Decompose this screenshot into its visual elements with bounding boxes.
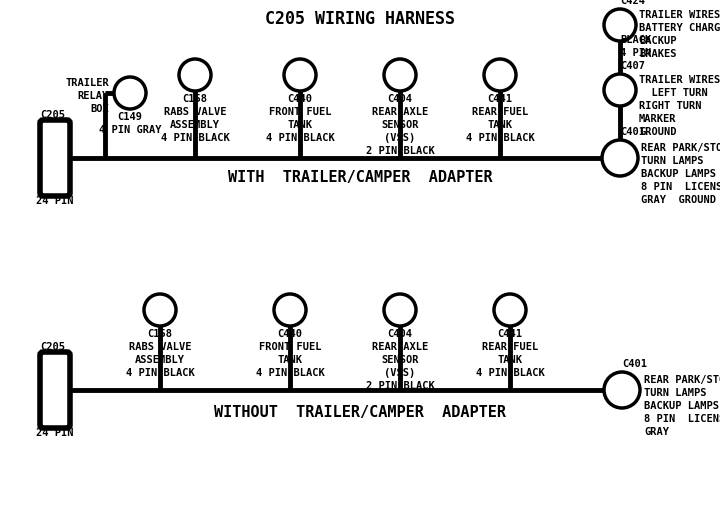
Text: C424: C424 <box>620 0 645 6</box>
Text: C440: C440 <box>277 329 302 339</box>
Text: C404: C404 <box>387 94 413 104</box>
Circle shape <box>179 59 211 91</box>
Circle shape <box>114 77 146 109</box>
Text: REAR AXLE: REAR AXLE <box>372 107 428 117</box>
Text: 8 PIN  LICENSE LAMPS: 8 PIN LICENSE LAMPS <box>644 414 720 424</box>
Text: C440: C440 <box>287 94 312 104</box>
Text: BACKUP LAMPS: BACKUP LAMPS <box>641 169 716 179</box>
Text: C158: C158 <box>148 329 173 339</box>
Text: BACKUP: BACKUP <box>639 36 677 46</box>
Text: C441: C441 <box>487 94 513 104</box>
Text: RABS VALVE: RABS VALVE <box>129 342 192 352</box>
Text: ASSEMBLY: ASSEMBLY <box>170 120 220 130</box>
Text: (VSS): (VSS) <box>384 368 415 378</box>
Text: C205 WIRING HARNESS: C205 WIRING HARNESS <box>265 10 455 28</box>
Text: 4 PIN BLACK: 4 PIN BLACK <box>125 368 194 378</box>
Circle shape <box>144 294 176 326</box>
Circle shape <box>604 9 636 41</box>
Text: TURN LAMPS: TURN LAMPS <box>644 388 706 398</box>
Text: TANK: TANK <box>277 355 302 365</box>
Text: TRAILER: TRAILER <box>66 78 109 88</box>
Text: C149: C149 <box>117 112 143 122</box>
Text: FRONT FUEL: FRONT FUEL <box>258 342 321 352</box>
Text: BLACK: BLACK <box>620 35 652 45</box>
Text: C404: C404 <box>387 329 413 339</box>
Text: BACKUP LAMPS: BACKUP LAMPS <box>644 401 719 411</box>
Text: ASSEMBLY: ASSEMBLY <box>135 355 185 365</box>
Text: FRONT FUEL: FRONT FUEL <box>269 107 331 117</box>
Text: TANK: TANK <box>487 120 513 130</box>
Circle shape <box>384 294 416 326</box>
Text: WITHOUT  TRAILER/CAMPER  ADAPTER: WITHOUT TRAILER/CAMPER ADAPTER <box>214 405 506 420</box>
Text: 4 PIN BLACK: 4 PIN BLACK <box>466 133 534 143</box>
Circle shape <box>604 372 640 408</box>
Text: REAR FUEL: REAR FUEL <box>472 107 528 117</box>
Text: WITH  TRAILER/CAMPER  ADAPTER: WITH TRAILER/CAMPER ADAPTER <box>228 170 492 185</box>
Circle shape <box>602 140 638 176</box>
Circle shape <box>384 59 416 91</box>
Text: GRAY  GROUND: GRAY GROUND <box>641 195 716 205</box>
Circle shape <box>284 59 316 91</box>
Text: 24 PIN: 24 PIN <box>36 428 73 438</box>
Circle shape <box>274 294 306 326</box>
Text: C158: C158 <box>182 94 207 104</box>
Text: TRAILER WIRES: TRAILER WIRES <box>639 75 720 85</box>
Text: REAR AXLE: REAR AXLE <box>372 342 428 352</box>
Text: TURN LAMPS: TURN LAMPS <box>641 156 703 166</box>
Text: RIGHT TURN: RIGHT TURN <box>639 101 701 111</box>
Circle shape <box>604 74 636 106</box>
Text: C205: C205 <box>40 110 66 120</box>
Circle shape <box>484 59 516 91</box>
Text: REAR PARK/STOP: REAR PARK/STOP <box>644 375 720 385</box>
Text: REAR FUEL: REAR FUEL <box>482 342 538 352</box>
Text: TANK: TANK <box>498 355 523 365</box>
Text: 4 PIN BLACK: 4 PIN BLACK <box>256 368 325 378</box>
Text: MARKER: MARKER <box>639 114 677 124</box>
Text: (VSS): (VSS) <box>384 133 415 143</box>
Text: SENSOR: SENSOR <box>382 120 419 130</box>
Text: 24 PIN: 24 PIN <box>36 196 73 206</box>
Text: BATTERY CHARGE: BATTERY CHARGE <box>639 23 720 33</box>
Text: RELAY: RELAY <box>78 91 109 101</box>
Text: GROUND: GROUND <box>639 127 677 137</box>
Text: RABS VALVE: RABS VALVE <box>163 107 226 117</box>
Text: C401: C401 <box>622 359 647 369</box>
FancyBboxPatch shape <box>40 352 70 428</box>
Text: C401: C401 <box>620 127 645 137</box>
Text: 4 PIN BLACK: 4 PIN BLACK <box>266 133 334 143</box>
Text: 4 PIN: 4 PIN <box>620 48 652 58</box>
Text: 4 PIN GRAY: 4 PIN GRAY <box>99 125 161 135</box>
Circle shape <box>494 294 526 326</box>
Text: LEFT TURN: LEFT TURN <box>639 88 708 98</box>
Text: 8 PIN  LICENSE LAMPS: 8 PIN LICENSE LAMPS <box>641 182 720 192</box>
Text: TANK: TANK <box>287 120 312 130</box>
Text: TRAILER WIRES: TRAILER WIRES <box>639 10 720 20</box>
Text: 4 PIN BLACK: 4 PIN BLACK <box>476 368 544 378</box>
Text: C205: C205 <box>40 342 66 352</box>
Text: 2 PIN BLACK: 2 PIN BLACK <box>366 146 434 156</box>
Text: 4 PIN BLACK: 4 PIN BLACK <box>161 133 230 143</box>
Text: GRAY: GRAY <box>644 427 669 437</box>
Text: C441: C441 <box>498 329 523 339</box>
Text: 2 PIN BLACK: 2 PIN BLACK <box>366 381 434 391</box>
Text: BOX: BOX <box>90 104 109 114</box>
Text: REAR PARK/STOP: REAR PARK/STOP <box>641 143 720 153</box>
Text: SENSOR: SENSOR <box>382 355 419 365</box>
FancyBboxPatch shape <box>40 120 70 196</box>
Text: BRAKES: BRAKES <box>639 49 677 59</box>
Text: C407: C407 <box>620 61 645 71</box>
